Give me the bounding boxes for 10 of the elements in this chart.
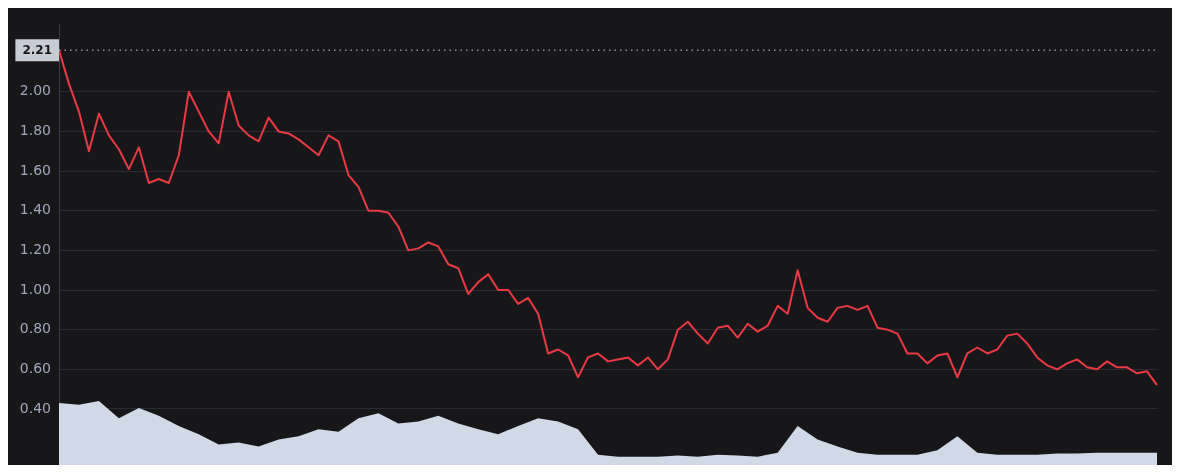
y-tick-label: 1.80 — [19, 122, 51, 139]
y-tick-label: 1.00 — [19, 280, 51, 297]
y-tick-label: 0.60 — [19, 359, 51, 376]
y-tick-label: 2.00 — [19, 82, 51, 99]
y-tick-label: 1.60 — [19, 161, 51, 178]
y-tick-label: 0.40 — [19, 399, 51, 416]
y-tick-label: 1.20 — [19, 241, 51, 258]
ref-line-label: 2.21 — [22, 43, 52, 58]
y-tick-label: 0.80 — [19, 320, 51, 337]
y-tick-label: 1.40 — [19, 201, 51, 218]
